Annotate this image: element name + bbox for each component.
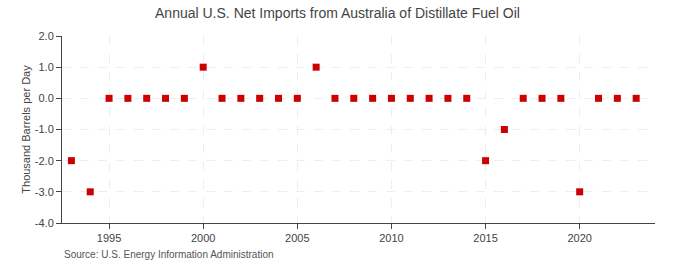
svg-text:-2.0: -2.0 bbox=[35, 155, 54, 167]
svg-text:2005: 2005 bbox=[285, 232, 309, 244]
svg-text:-1.0: -1.0 bbox=[35, 123, 54, 135]
svg-text:2000: 2000 bbox=[191, 232, 215, 244]
svg-text:Source: U.S. Energy Informatio: Source: U.S. Energy Information Administ… bbox=[64, 249, 274, 260]
svg-text:0.0: 0.0 bbox=[39, 92, 54, 104]
svg-text:1995: 1995 bbox=[97, 232, 121, 244]
svg-text:2015: 2015 bbox=[473, 232, 497, 244]
svg-text:2.0: 2.0 bbox=[39, 30, 54, 42]
svg-text:-3.0: -3.0 bbox=[35, 186, 54, 198]
svg-text:2010: 2010 bbox=[379, 232, 403, 244]
svg-text:2020: 2020 bbox=[567, 232, 591, 244]
svg-text:-4.0: -4.0 bbox=[35, 217, 54, 229]
svg-text:Annual U.S. Net Imports from A: Annual U.S. Net Imports from Australia o… bbox=[155, 5, 520, 21]
svg-text:Thousand Barrels per Day: Thousand Barrels per Day bbox=[20, 65, 32, 194]
svg-text:1.0: 1.0 bbox=[39, 61, 54, 73]
